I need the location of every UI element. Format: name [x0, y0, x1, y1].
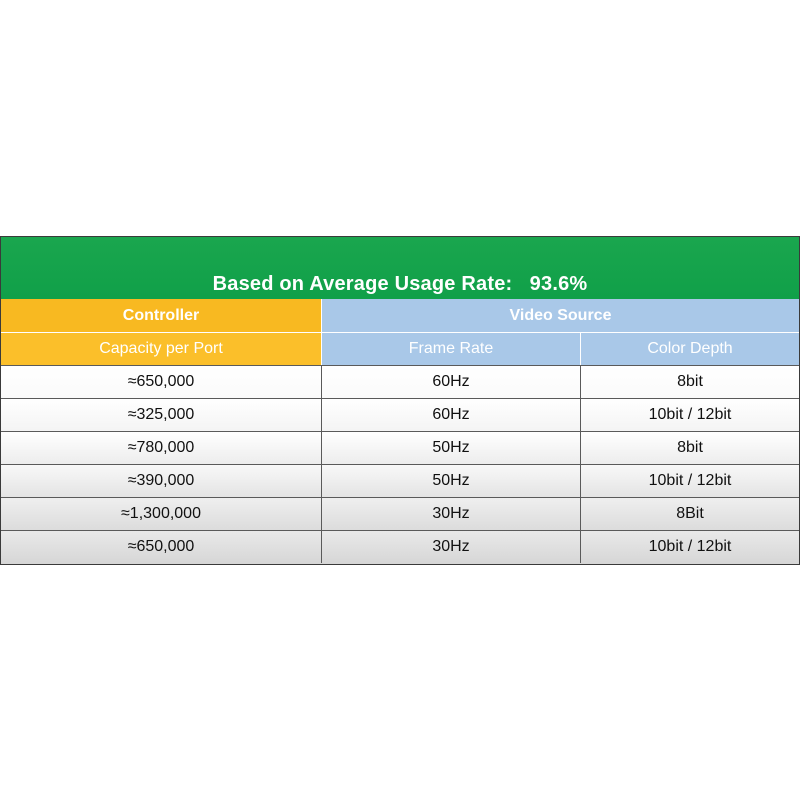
- title-value: 93.6%: [529, 273, 588, 295]
- subheader-frame-rate: Frame Rate: [321, 332, 580, 365]
- table-row: ≈650,000 30Hz 10bit / 12bit: [1, 530, 799, 564]
- table-row: ≈325,000 60Hz 10bit / 12bit: [1, 398, 799, 431]
- capacity-cell: ≈325,000: [127, 406, 195, 423]
- capacity-cell: ≈650,000: [127, 373, 195, 390]
- subheader-color-depth: Color Depth: [580, 332, 799, 365]
- table-row: ≈650,000 60Hz 8bit: [1, 365, 799, 398]
- color-depth-cell: 8Bit: [580, 498, 799, 530]
- capacity-cell: ≈650,000: [127, 538, 195, 555]
- header-video-source: Video Source: [321, 299, 799, 332]
- capacity-table: Based on Average Usage Rate: 93.6% Contr…: [0, 236, 800, 565]
- frame-rate-cell: 30Hz: [321, 498, 580, 530]
- table-row: ≈1,300,000 30Hz 8Bit: [1, 497, 799, 530]
- subheader-capacity-per-port: Capacity per Port: [1, 332, 321, 365]
- frame-rate-cell: 30Hz: [321, 531, 580, 563]
- color-depth-cell: 10bit / 12bit: [580, 531, 799, 563]
- capacity-cell: ≈1,300,000: [121, 505, 201, 522]
- frame-rate-cell: 60Hz: [321, 366, 580, 398]
- frame-rate-cell: 60Hz: [321, 399, 580, 431]
- table-row: ≈390,000 50Hz 10bit / 12bit: [1, 464, 799, 497]
- frame-rate-cell: 50Hz: [321, 465, 580, 497]
- table-title: Based on Average Usage Rate: 93.6%: [1, 273, 799, 296]
- title-label: Based on Average Usage Rate:: [212, 273, 513, 295]
- color-depth-cell: 8bit: [580, 432, 799, 464]
- color-depth-cell: 8bit: [580, 366, 799, 398]
- color-depth-cell: 10bit / 12bit: [580, 465, 799, 497]
- table-row: ≈780,000 50Hz 8bit: [1, 431, 799, 464]
- capacity-cell: ≈390,000: [127, 472, 195, 489]
- header-controller: Controller: [1, 299, 321, 332]
- capacity-cell: ≈780,000: [127, 439, 195, 456]
- color-depth-cell: 10bit / 12bit: [580, 399, 799, 431]
- frame-rate-cell: 50Hz: [321, 432, 580, 464]
- title-band: Based on Average Usage Rate: 93.6%: [1, 237, 799, 299]
